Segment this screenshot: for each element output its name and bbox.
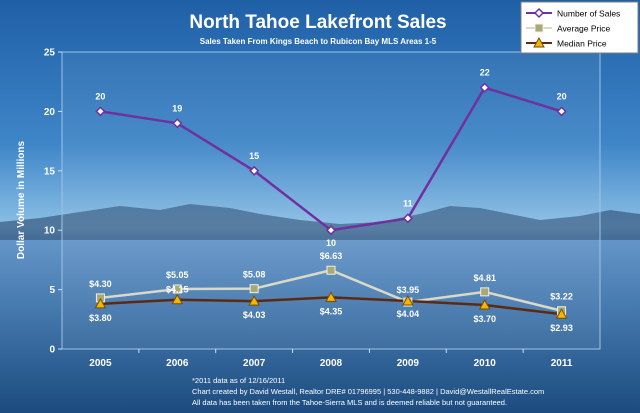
data-label: $3.95 [397, 285, 420, 295]
y-tick-label: 15 [44, 166, 56, 177]
data-point-number-of-sales [172, 118, 183, 129]
data-point-number-of-sales [556, 106, 567, 117]
y-tick-label: 10 [44, 226, 56, 237]
data-label: $3.70 [473, 314, 496, 324]
data-label: 10 [326, 238, 336, 248]
x-tick-label: 2011 [551, 358, 573, 369]
data-label: $3.22 [550, 292, 573, 302]
x-tick-label: 2010 [474, 358, 497, 369]
data-label: $4.30 [89, 279, 112, 289]
legend-label: Number of Sales [557, 9, 620, 19]
data-point-median-price [325, 291, 337, 302]
x-tick-label: 2009 [397, 358, 420, 369]
chart-title: North Tahoe Lakefront Sales [189, 12, 446, 33]
data-label: $6.63 [320, 251, 343, 261]
data-point-median-price [171, 293, 184, 305]
x-tick-label: 2008 [320, 358, 343, 369]
data-label: $2.93 [550, 323, 573, 333]
footer-line-1: *2011 data as of 12/16/2011 [192, 376, 285, 385]
data-point-median-price [94, 297, 107, 309]
data-label: $4.81 [473, 273, 496, 283]
data-label: 20 [95, 91, 105, 101]
data-label: $5.08 [243, 270, 266, 280]
data-label: $4.35 [320, 306, 343, 316]
data-point-median-price [402, 294, 414, 306]
data-label: 11 [403, 198, 413, 208]
data-label: 19 [172, 103, 182, 113]
y-axis-label: Dollar Volume in Millions [16, 140, 27, 259]
plot-area [61, 51, 601, 350]
y-tick-label: 5 [49, 285, 55, 296]
footer-line-2: Chart created by David Westall, Realtor … [192, 387, 544, 396]
legend-label: Median Price [557, 39, 607, 49]
series-markers [94, 82, 568, 319]
data-label: 22 [480, 68, 490, 78]
legend-marker [534, 23, 544, 33]
data-label: 20 [557, 91, 567, 101]
lake-water [0, 235, 640, 413]
data-point-number-of-sales [402, 213, 413, 224]
data-point-number-of-sales [249, 165, 260, 176]
x-axis-ticks: 2005 2006 2007 2008 2009 2010 2011 [89, 349, 573, 369]
data-label: $4.15 [166, 285, 189, 295]
footer-line-3: All data has been taken from the Tahoe-S… [192, 398, 507, 407]
legend-marker [533, 36, 545, 48]
legend-label: Average Price [557, 24, 611, 34]
data-label: $4.03 [243, 310, 266, 320]
legend: Number of Sales Average Price Median Price [520, 1, 639, 54]
series-labels: 20 19 15 10 11 22 20 $4.30 $5.05 $5.08 $6.63 $3.95 $… [89, 68, 573, 334]
y-tick-label: 25 [44, 48, 56, 59]
data-label: 15 [249, 151, 259, 161]
data-point-median-price [478, 299, 491, 310]
x-tick-label: 2006 [166, 358, 189, 369]
y-tick-label: 0 [49, 345, 55, 356]
data-point-median-price [248, 295, 260, 306]
data-point-average-price [480, 287, 490, 297]
data-label: $5.05 [166, 270, 189, 280]
data-point-number-of-sales [325, 225, 337, 236]
data-point-average-price [326, 265, 336, 275]
y-axis-ticks: 0 5 10 15 20 25 [44, 48, 62, 356]
y-tick-label: 20 [44, 107, 56, 118]
data-label: $4.04 [397, 309, 420, 319]
x-tick-label: 2005 [89, 358, 112, 369]
data-point-average-price [172, 284, 182, 294]
data-point-median-price [555, 308, 568, 319]
data-point-number-of-sales [95, 106, 106, 117]
legend-items: Number of Sales Average Price Median Price [526, 7, 620, 49]
x-tick-label: 2007 [243, 358, 266, 369]
chart-subtitle: Sales Taken From Kings Beach to Rubicon … [200, 37, 437, 46]
data-label: $3.80 [89, 313, 112, 323]
data-point-average-price [249, 284, 259, 294]
data-point-number-of-sales [479, 82, 490, 93]
legend-marker [533, 7, 545, 19]
